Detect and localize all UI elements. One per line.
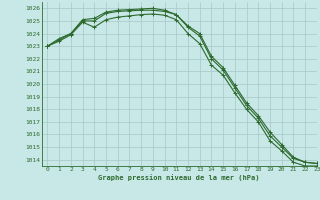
X-axis label: Graphe pression niveau de la mer (hPa): Graphe pression niveau de la mer (hPa) bbox=[99, 174, 260, 181]
